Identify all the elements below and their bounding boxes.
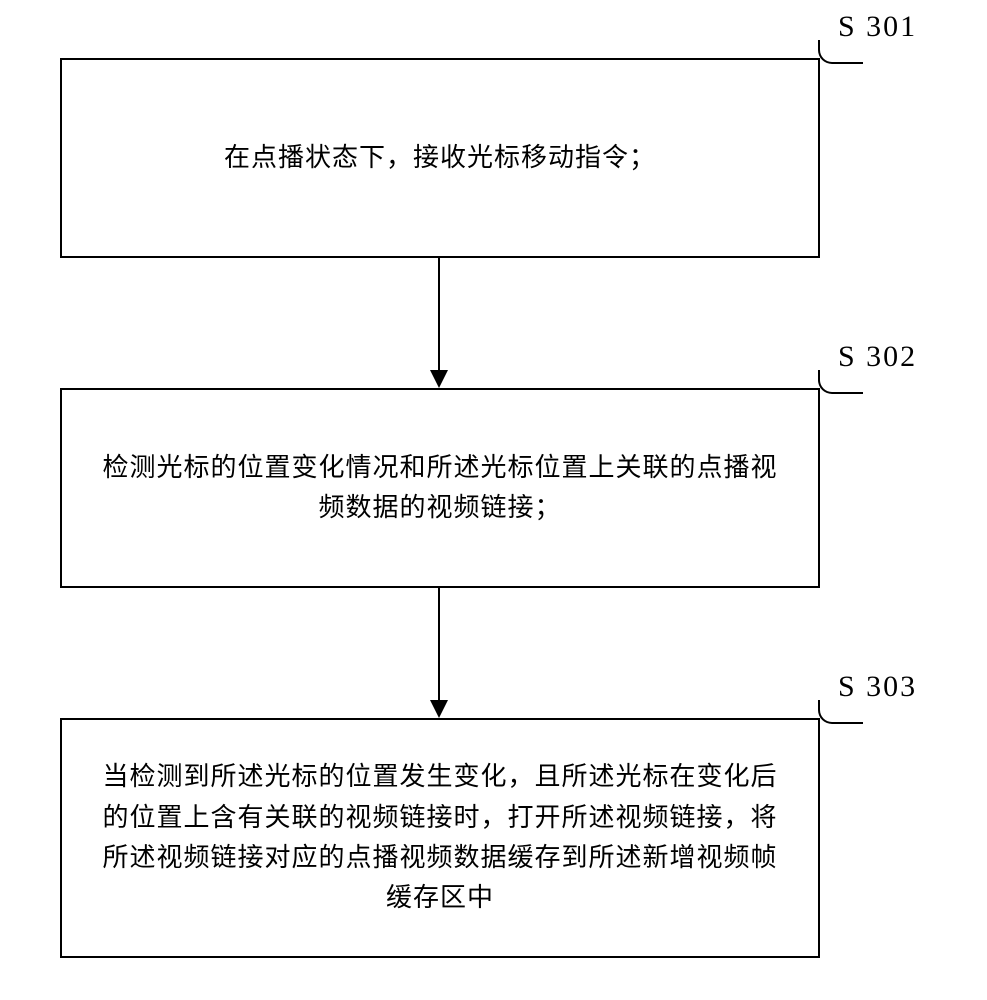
leader-s303 xyxy=(818,700,863,724)
step-label-s301: S 301 xyxy=(838,10,917,44)
step-text-s301: 在点播状态下，接收光标移动指令； xyxy=(224,138,656,178)
leader-s302 xyxy=(818,370,863,394)
step-label-s302: S 302 xyxy=(838,340,917,374)
flowchart-canvas: S 301 在点播状态下，接收光标移动指令； S 302 检测光标的位置变化情况… xyxy=(0,0,987,1000)
leader-s301 xyxy=(818,40,863,64)
arrow-head-s302-s303 xyxy=(430,700,448,718)
step-text-s303: 当检测到所述光标的位置发生变化，且所述光标在变化后的位置上含有关联的视频链接时，… xyxy=(92,757,788,918)
step-box-s302: 检测光标的位置变化情况和所述光标位置上关联的点播视频数据的视频链接； xyxy=(60,388,820,588)
step-box-s301: 在点播状态下，接收光标移动指令； xyxy=(60,58,820,258)
arrow-head-s301-s302 xyxy=(430,370,448,388)
step-label-s303: S 303 xyxy=(838,670,917,704)
arrow-s301-s302 xyxy=(438,258,440,370)
step-box-s303: 当检测到所述光标的位置发生变化，且所述光标在变化后的位置上含有关联的视频链接时，… xyxy=(60,718,820,958)
arrow-s302-s303 xyxy=(438,588,440,700)
step-text-s302: 检测光标的位置变化情况和所述光标位置上关联的点播视频数据的视频链接； xyxy=(92,448,788,529)
